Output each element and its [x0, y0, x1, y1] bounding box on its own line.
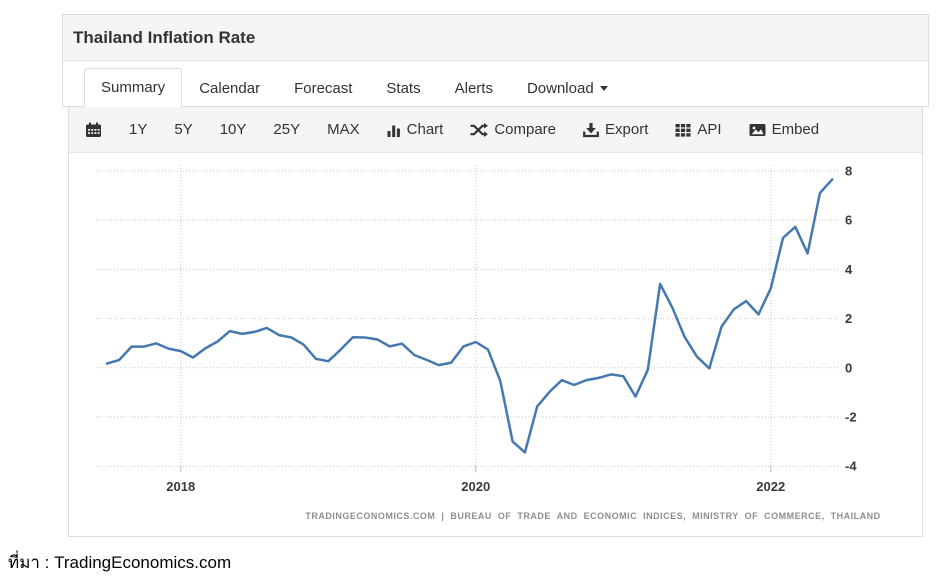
- embed-label: Embed: [771, 121, 820, 138]
- date-range-button[interactable]: [85, 122, 102, 138]
- tab-calendar[interactable]: Calendar: [199, 80, 261, 97]
- calendar-icon: [85, 122, 102, 138]
- range-max-button[interactable]: MAX: [327, 121, 360, 138]
- tab-bar: Summary Calendar Forecast Stats Alerts D…: [63, 61, 928, 107]
- range-10y-button[interactable]: 10Y: [219, 121, 247, 138]
- chart-toolbar: 1Y 5Y 10Y 25Y MAX Chart: [69, 107, 922, 153]
- range-1y-button[interactable]: 1Y: [129, 121, 148, 138]
- tab-download-label: Download: [526, 80, 594, 97]
- chevron-down-icon: [599, 86, 608, 91]
- tab-summary[interactable]: Summary: [84, 68, 183, 107]
- svg-text:8: 8: [845, 164, 852, 179]
- range-25y-button[interactable]: 25Y: [273, 121, 301, 138]
- chart-container: 8 6 4 2 0 -2 -4 2018 2020 2022 TRADINGECONOMICS.C…: [69, 153, 922, 536]
- page-title: Thailand Inflation Rate: [63, 15, 928, 61]
- svg-text:0: 0: [845, 360, 852, 375]
- svg-text:2020: 2020: [461, 479, 490, 494]
- chart-type-label: Chart: [406, 121, 444, 138]
- grid-icon: [675, 122, 691, 138]
- export-label: Export: [605, 121, 649, 138]
- compare-label: Compare: [494, 121, 557, 138]
- download-icon: [583, 122, 599, 138]
- tab-download[interactable]: Download: [510, 69, 625, 107]
- range-5y-button[interactable]: 5Y: [174, 121, 193, 138]
- image-icon: [749, 122, 766, 138]
- inflation-line-chart[interactable]: 8 6 4 2 0 -2 -4 2018 2020 2022: [69, 153, 920, 536]
- svg-text:-4: -4: [845, 459, 857, 474]
- shuffle-icon: [470, 122, 489, 138]
- chart-type-button[interactable]: Chart: [387, 121, 444, 138]
- svg-text:4: 4: [845, 262, 853, 277]
- bar-chart-icon: [387, 122, 401, 138]
- api-button[interactable]: API: [675, 121, 722, 138]
- svg-text:6: 6: [845, 213, 852, 228]
- source-attribution: TRADINGECONOMICS.COM | BUREAU OF TRADE A…: [305, 511, 881, 521]
- summary-panel: 1Y 5Y 10Y 25Y MAX Chart: [68, 107, 923, 537]
- tab-alerts[interactable]: Alerts: [454, 80, 493, 97]
- api-label: API: [697, 121, 722, 138]
- svg-text:2: 2: [845, 311, 852, 326]
- widget-header: Thailand Inflation Rate Summary Calendar…: [62, 14, 929, 107]
- export-button[interactable]: Export: [583, 121, 648, 138]
- embed-button[interactable]: Embed: [749, 121, 820, 138]
- tab-forecast[interactable]: Forecast: [294, 80, 353, 97]
- svg-text:2018: 2018: [166, 479, 195, 494]
- inflation-widget: Thailand Inflation Rate Summary Calendar…: [62, 14, 929, 537]
- svg-text:2022: 2022: [756, 479, 785, 494]
- svg-text:-2: -2: [845, 410, 857, 425]
- source-caption: ที่มา : TradingEconomics.com: [8, 553, 232, 572]
- compare-button[interactable]: Compare: [470, 121, 556, 138]
- tab-stats[interactable]: Stats: [386, 80, 421, 97]
